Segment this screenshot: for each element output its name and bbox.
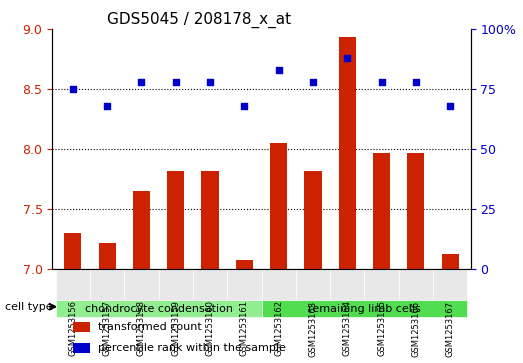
- FancyBboxPatch shape: [296, 269, 330, 301]
- FancyBboxPatch shape: [90, 269, 124, 301]
- Bar: [373, 153, 390, 269]
- Text: GSM1253156: GSM1253156: [69, 301, 77, 356]
- Text: GSM1253159: GSM1253159: [171, 301, 180, 356]
- Bar: [201, 171, 219, 269]
- Bar: [236, 260, 253, 269]
- FancyBboxPatch shape: [433, 269, 467, 301]
- FancyBboxPatch shape: [124, 269, 158, 301]
- Point: [206, 79, 214, 85]
- Text: GSM1253166: GSM1253166: [411, 301, 420, 356]
- Text: GSM1253161: GSM1253161: [240, 301, 249, 356]
- FancyBboxPatch shape: [158, 269, 193, 301]
- Text: GSM1253165: GSM1253165: [377, 301, 386, 356]
- Text: chondrocyte condensation: chondrocyte condensation: [85, 304, 233, 314]
- Bar: [304, 171, 322, 269]
- FancyBboxPatch shape: [56, 301, 262, 317]
- Point: [69, 86, 77, 92]
- Text: GSM1253163: GSM1253163: [309, 301, 317, 356]
- Text: GSM1253157: GSM1253157: [103, 301, 112, 356]
- FancyBboxPatch shape: [365, 269, 399, 301]
- Text: GSM1253158: GSM1253158: [137, 301, 146, 356]
- Bar: [167, 171, 184, 269]
- Text: GSM1253160: GSM1253160: [206, 301, 214, 356]
- Point: [275, 67, 283, 73]
- Text: percentile rank within the sample: percentile rank within the sample: [98, 343, 286, 354]
- Text: GSM1253167: GSM1253167: [446, 301, 454, 356]
- Text: GSM1253164: GSM1253164: [343, 301, 352, 356]
- FancyBboxPatch shape: [262, 269, 296, 301]
- Point: [103, 103, 111, 109]
- Bar: [407, 153, 424, 269]
- Point: [240, 103, 248, 109]
- Text: remaining limb cells: remaining limb cells: [308, 304, 421, 314]
- Bar: [73, 343, 90, 353]
- Bar: [270, 143, 287, 269]
- FancyBboxPatch shape: [227, 269, 262, 301]
- Point: [378, 79, 386, 85]
- Bar: [133, 191, 150, 269]
- Bar: [99, 243, 116, 269]
- Bar: [441, 254, 459, 269]
- Point: [446, 103, 454, 109]
- FancyBboxPatch shape: [330, 269, 365, 301]
- Bar: [64, 233, 82, 269]
- Point: [343, 55, 351, 61]
- Point: [309, 79, 317, 85]
- FancyBboxPatch shape: [262, 301, 467, 317]
- Text: GSM1253162: GSM1253162: [274, 301, 283, 356]
- Bar: [339, 37, 356, 269]
- Text: cell type: cell type: [5, 302, 53, 312]
- Point: [172, 79, 180, 85]
- Text: transformed count: transformed count: [98, 322, 202, 332]
- Bar: [73, 322, 90, 332]
- FancyBboxPatch shape: [193, 269, 227, 301]
- FancyBboxPatch shape: [399, 269, 433, 301]
- FancyBboxPatch shape: [56, 269, 90, 301]
- Text: GDS5045 / 208178_x_at: GDS5045 / 208178_x_at: [107, 12, 291, 28]
- Point: [412, 79, 420, 85]
- Point: [137, 79, 145, 85]
